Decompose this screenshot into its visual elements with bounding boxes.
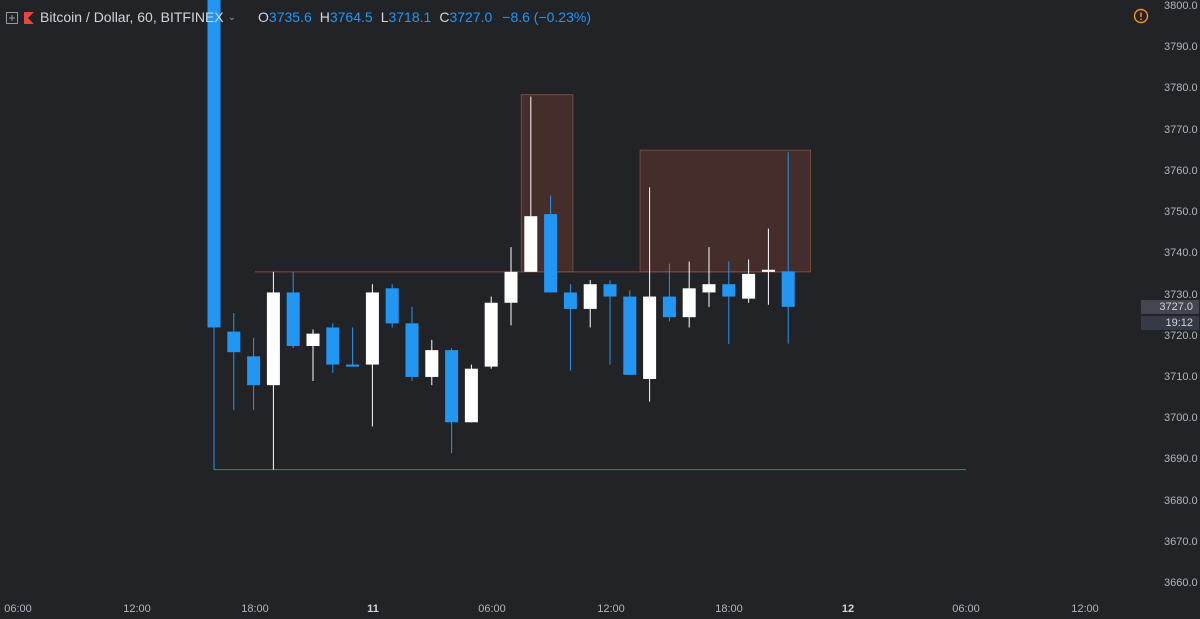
price-tick-label: 3720.0 [1164,329,1198,342]
candle-body [603,284,617,297]
candle-body [346,364,360,367]
candle-body [365,292,379,365]
candle-body [702,284,716,293]
candle-body [286,292,300,347]
close-label: C [439,9,450,25]
price-tick-label: 3800.0 [1164,0,1198,12]
price-tick-label: 3780.0 [1164,82,1198,95]
price-tick-label: 3690.0 [1164,453,1198,466]
supply-zone-rect [639,149,811,273]
price-tick-label: 3680.0 [1164,494,1198,507]
time-tick-label: 12 [841,603,855,615]
low-value: 3718.1 [388,9,432,25]
candle-body [227,331,241,353]
candle-body [266,292,280,386]
symbol-title[interactable]: Bitcoin / Dollar, 60, BITFINEX [40,9,224,25]
candle-body [445,350,459,423]
time-tick-label: 06:00 [952,603,980,615]
candle-body [722,284,736,297]
candle-body [484,302,498,367]
time-tick-label: 11 [367,603,379,615]
low-label: L [380,9,389,25]
candle-body [504,271,518,303]
price-tick-label: 3700.0 [1164,412,1198,425]
open-label: O [258,9,269,25]
time-tick-label: 12:00 [123,603,151,615]
candle-body [524,216,538,272]
ohlc-readout: O3735.6 H3764.5 L3718.1 C3727.0 −8.6 (−0… [258,9,591,25]
price-tick-label: 3790.0 [1164,41,1198,54]
alert-circle-icon[interactable] [1133,8,1149,24]
time-tick-label: 18:00 [241,603,269,615]
chevron-down-icon[interactable]: ⌄ [227,11,237,23]
high-value: 3764.5 [329,9,373,25]
close-value: 3727.0 [449,9,493,25]
open-value: 3735.6 [268,9,312,25]
price-tick-label: 3770.0 [1164,123,1198,136]
change-value: −8.6 (−0.23%) [502,9,591,25]
candle-body [662,296,676,318]
price-axis[interactable]: 3800.0 3790.0 3780.0 3770.0 3760.0 3750.0 3740… [1140,0,1200,600]
time-tick-label: 18:00 [715,603,743,615]
candle-body [643,296,657,379]
candle-body [306,333,320,347]
candle-body [761,269,775,272]
time-tick-label: 12:00 [1071,603,1099,615]
candle-body [563,292,577,309]
candle-body [425,350,439,377]
candle-body [464,368,478,423]
time-tick-label: 06:00 [478,603,506,615]
candle-body [682,288,696,318]
expand-square-icon[interactable] [6,11,18,24]
price-tick-label: 3740.0 [1164,247,1198,260]
candle-body [247,356,261,386]
candle-body [405,323,419,377]
price-tick-label: 3710.0 [1164,370,1198,383]
time-tick-label: 06:00 [4,603,32,615]
time-axis[interactable]: 06:00 12:00 18:00 11 06:00 12:00 18:00 12 06:00 1… [0,600,1200,619]
candle-body [781,271,795,307]
time-tick-label: 12:00 [597,603,625,615]
candle-body [623,296,637,375]
bitfinex-flag-icon [24,11,34,24]
price-tick-label: 3750.0 [1164,206,1198,219]
chart-header: Bitcoin / Dollar, 60, BITFINEX ⌄ O3735.6… [6,6,591,28]
candle-body [742,273,756,299]
price-tick-label: 3660.0 [1164,577,1198,589]
current-price-tag: 3727.0 [1141,299,1199,314]
price-tick-label: 3730.0 [1164,288,1198,301]
bar-countdown-tag: 19:12 [1141,315,1199,330]
candle-body [385,288,399,324]
candle-body [326,327,340,365]
high-label: H [319,9,330,25]
price-tick-label: 3670.0 [1164,535,1198,548]
candle-body [544,214,558,293]
candle-body [207,0,221,328]
candle-body [583,284,597,309]
price-tick-label: 3760.0 [1164,164,1198,177]
